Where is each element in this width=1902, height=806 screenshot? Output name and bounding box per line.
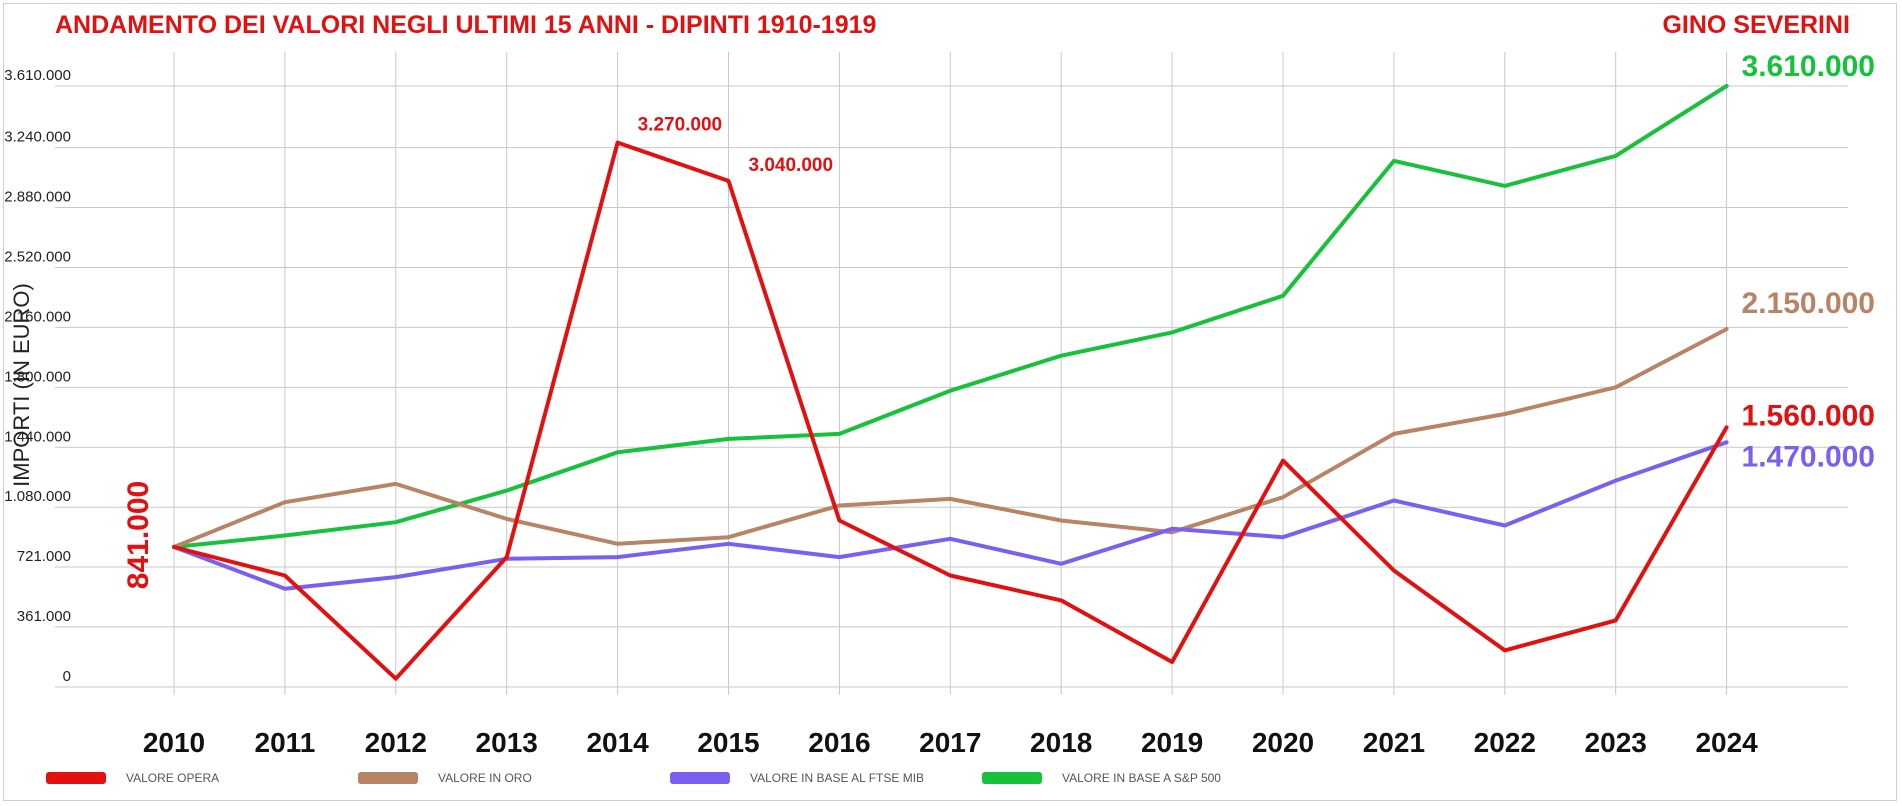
legend-item: VALORE IN BASE AL FTSE MIB bbox=[670, 768, 924, 788]
x-tick-label: 2018 bbox=[1030, 727, 1092, 758]
x-tick-labels: 2010 2011 2012 2013 2014 2015 2016 2017 2018 2019… bbox=[143, 727, 1758, 758]
x-tick-label: 2016 bbox=[808, 727, 870, 758]
legend-swatch bbox=[358, 772, 418, 784]
x-tick-label: 2013 bbox=[476, 727, 538, 758]
y-tick-label: 0 bbox=[63, 668, 71, 685]
annotations: 3.270.000 3.040.000 841.000 3.610.000 2.150.… bbox=[122, 50, 1875, 589]
legend-swatch bbox=[670, 772, 730, 784]
data-label-annotation: 1.560.000 bbox=[1742, 399, 1875, 432]
legend-label: VALORE IN BASE A S&P 500 bbox=[1062, 771, 1221, 785]
legend-label: VALORE IN BASE AL FTSE MIB bbox=[750, 771, 925, 785]
y-tick-label: 2.160.000 bbox=[4, 308, 71, 325]
data-label-annotation: 3.610.000 bbox=[1742, 50, 1875, 83]
x-tick-label: 2014 bbox=[586, 727, 649, 758]
data-label-annotation: 3.040.000 bbox=[749, 155, 834, 176]
x-tick-label: 2019 bbox=[1141, 727, 1203, 758]
y-tick-label: 3.240.000 bbox=[4, 129, 71, 146]
y-tick-label: 1.440.000 bbox=[4, 428, 71, 445]
x-tick-label: 2010 bbox=[143, 727, 205, 758]
y-tick-label: 1.800.000 bbox=[4, 368, 71, 385]
x-tick-label: 2020 bbox=[1252, 727, 1314, 758]
legend-item: VALORE OPERA bbox=[46, 768, 219, 788]
x-tick-label: 2011 bbox=[255, 727, 316, 758]
y-tick-label: 721.000 bbox=[17, 548, 71, 565]
legend-swatch bbox=[46, 772, 106, 784]
series-lines bbox=[172, 84, 1729, 681]
y-tick-label: 1.080.000 bbox=[4, 488, 71, 505]
x-tick-label: 2012 bbox=[365, 727, 427, 758]
legend-label: VALORE IN ORO bbox=[438, 771, 532, 785]
chart-frame bbox=[3, 3, 1897, 801]
legend-item: VALORE IN ORO bbox=[358, 768, 532, 788]
x-tick-label: 2015 bbox=[697, 727, 759, 758]
chart-title: ANDAMENTO DEI VALORI NEGLI ULTIMI 15 ANN… bbox=[55, 11, 876, 39]
y-tick-label: 2.880.000 bbox=[4, 189, 71, 206]
x-tick-label: 2024 bbox=[1695, 727, 1758, 758]
x-tick-label: 2023 bbox=[1585, 727, 1647, 758]
data-label-annotation: 3.270.000 bbox=[638, 115, 723, 136]
data-label-annotation: 1.470.000 bbox=[1742, 440, 1875, 473]
series-line-valore-opera bbox=[172, 140, 1729, 681]
legend-item: VALORE IN BASE A S&P 500 bbox=[982, 768, 1221, 788]
y-tick-label: 361.000 bbox=[17, 608, 71, 625]
series-line-valore-in-base-al-ftse-mib bbox=[172, 440, 1729, 591]
y-tick-labels: 0 361.000 721.000 1.080.000 1.440.000 1.800.0… bbox=[4, 67, 71, 685]
data-label-annotation: 2.150.000 bbox=[1742, 287, 1875, 320]
x-tick-label: 2017 bbox=[919, 727, 981, 758]
x-tick-label: 2021 bbox=[1363, 727, 1425, 758]
data-label-annotation: 841.000 bbox=[122, 481, 155, 589]
legend-swatch bbox=[982, 772, 1042, 784]
chart-subtitle: GINO SEVERINI bbox=[1662, 11, 1850, 39]
series-line-valore-in-base-a-s-p-500 bbox=[172, 84, 1729, 549]
x-tick-label: 2022 bbox=[1474, 727, 1536, 758]
y-tick-label: 2.520.000 bbox=[4, 248, 71, 265]
y-axis-label: IMPORTI (IN EURO) bbox=[9, 283, 34, 487]
grid bbox=[55, 52, 1848, 695]
series-line-valore-in-oro bbox=[172, 327, 1729, 549]
legend-label: VALORE OPERA bbox=[126, 771, 220, 785]
y-tick-label: 3.610.000 bbox=[4, 67, 71, 84]
